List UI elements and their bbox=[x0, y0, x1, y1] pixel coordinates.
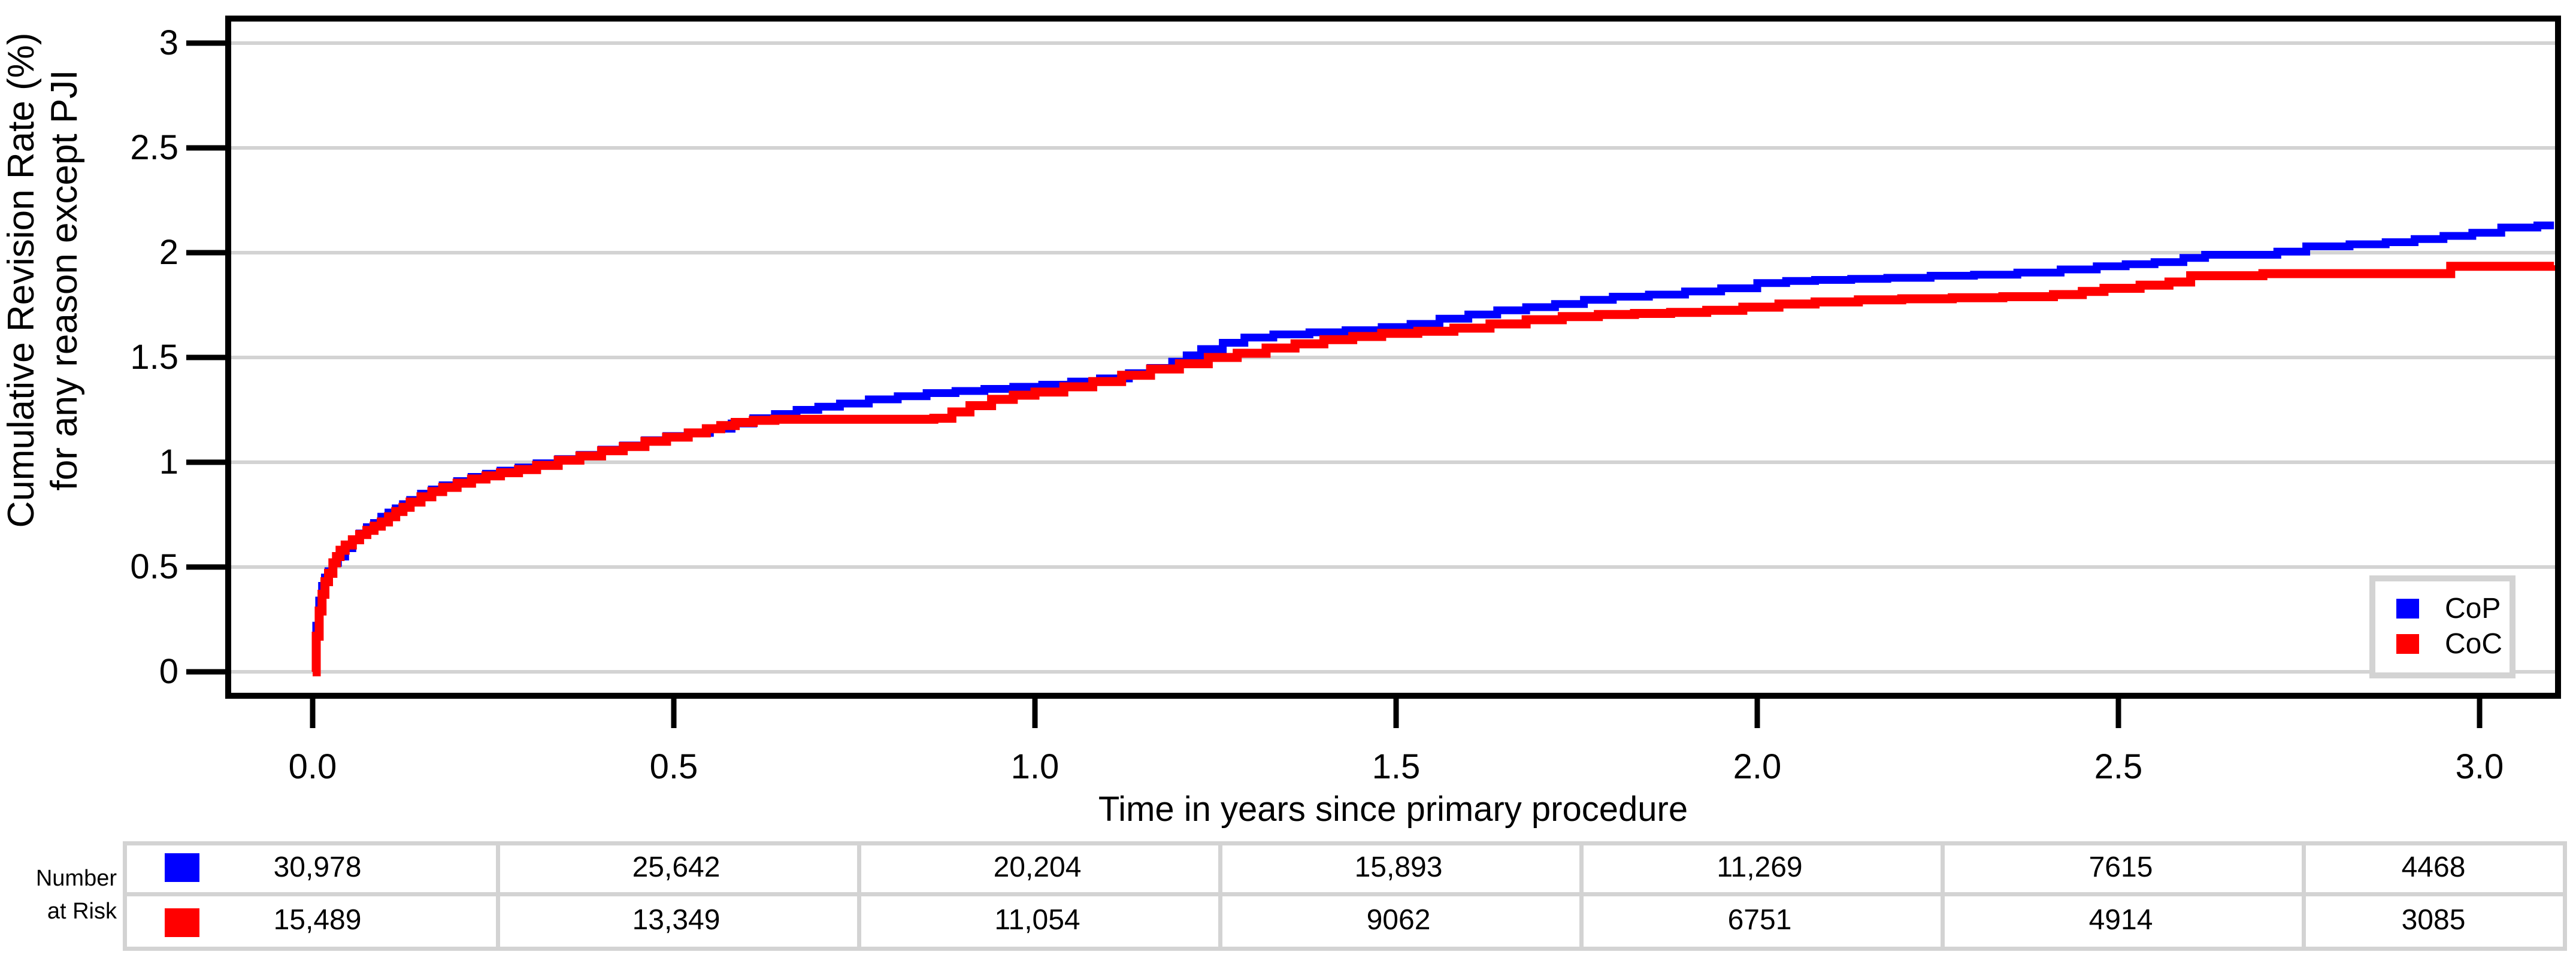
x-tick-label-2-0: 2.0 bbox=[1733, 747, 1782, 786]
plot-border bbox=[225, 16, 2561, 699]
y-axis-title-line2: for any reason except PJI bbox=[44, 69, 85, 491]
risk-coc-t2-0: 6751 bbox=[1727, 904, 1792, 936]
y-tick-label-3: 3 bbox=[159, 23, 178, 62]
risk-cop-t0-0: 30,978 bbox=[273, 851, 362, 883]
x-tick-label-2-5: 2.5 bbox=[2094, 747, 2143, 786]
legend-swatch-cop bbox=[2396, 599, 2419, 619]
risk-cop-t0-5: 25,642 bbox=[632, 851, 721, 883]
table-border-v1 bbox=[496, 841, 500, 951]
risk-coc-t1-5: 9062 bbox=[1366, 904, 1431, 936]
table-border-v4 bbox=[1579, 841, 1584, 951]
table-border-bottom bbox=[123, 947, 2567, 951]
risk-coc-t3-0: 3085 bbox=[2401, 904, 2466, 936]
x-axis-title: Time in years since primary procedure bbox=[1098, 790, 1688, 829]
table-border-middle bbox=[123, 892, 2567, 896]
y-axis-title-line1: Cumulative Revision Rate (%) bbox=[1, 32, 42, 528]
table-border-v2 bbox=[857, 841, 861, 951]
risk-table-label-line1: Number bbox=[35, 866, 117, 891]
table-border-v7 bbox=[2563, 841, 2567, 951]
y-tick-label-2-5: 2.5 bbox=[130, 128, 178, 167]
risk-cop-t2-5: 7615 bbox=[2088, 851, 2153, 883]
y-tick-label-0: 0 bbox=[159, 652, 178, 691]
table-border-top bbox=[123, 841, 2567, 845]
y-axis-title: Cumulative Revision Rate (%) for any rea… bbox=[0, 0, 90, 628]
risk-cop-t2-0: 11,269 bbox=[1717, 851, 1803, 883]
x-tick-label-1-5: 1.5 bbox=[1372, 747, 1421, 786]
x-tick-marks bbox=[310, 699, 2483, 728]
coc-curve bbox=[311, 262, 2559, 677]
legend-box bbox=[2369, 575, 2516, 678]
legend-swatch-coc bbox=[2396, 634, 2419, 654]
table-border-v3 bbox=[1218, 841, 1222, 951]
x-tick-label-3-0: 3.0 bbox=[2455, 747, 2504, 786]
y-tick-marks bbox=[186, 40, 226, 675]
table-border-v0 bbox=[123, 841, 127, 951]
x-tick-label-1-0: 1.0 bbox=[1010, 747, 1060, 786]
risk-coc-t1-0: 11,054 bbox=[994, 904, 1080, 936]
risk-cop-t1-0: 20,204 bbox=[993, 851, 1082, 883]
legend-label-cop: CoP bbox=[2445, 593, 2501, 625]
horizontal-gridlines bbox=[231, 41, 2555, 674]
risk-coc-t0-5: 13,349 bbox=[632, 904, 721, 936]
risk-coc-t2-5: 4914 bbox=[2088, 904, 2153, 936]
table-border-v5 bbox=[1941, 841, 1945, 951]
y-tick-label-2: 2 bbox=[159, 233, 178, 272]
table-border-v6 bbox=[2302, 841, 2306, 951]
risk-coc-t0-0: 15,489 bbox=[273, 904, 362, 936]
y-tick-label-0-5: 0.5 bbox=[130, 547, 178, 586]
x-tick-label-0-5: 0.5 bbox=[649, 747, 698, 786]
risk-table-label-line2: at Risk bbox=[47, 899, 117, 924]
risk-swatch-coc bbox=[165, 908, 199, 937]
legend-label-coc: CoC bbox=[2445, 628, 2503, 660]
y-tick-label-1: 1 bbox=[159, 442, 178, 481]
x-tick-label-0-0: 0.0 bbox=[288, 747, 337, 786]
y-tick-label-1-5: 1.5 bbox=[130, 338, 178, 377]
risk-cop-t3-0: 4468 bbox=[2401, 851, 2466, 883]
risk-cop-t1-5: 15,893 bbox=[1354, 851, 1443, 883]
risk-swatch-cop bbox=[165, 853, 199, 882]
